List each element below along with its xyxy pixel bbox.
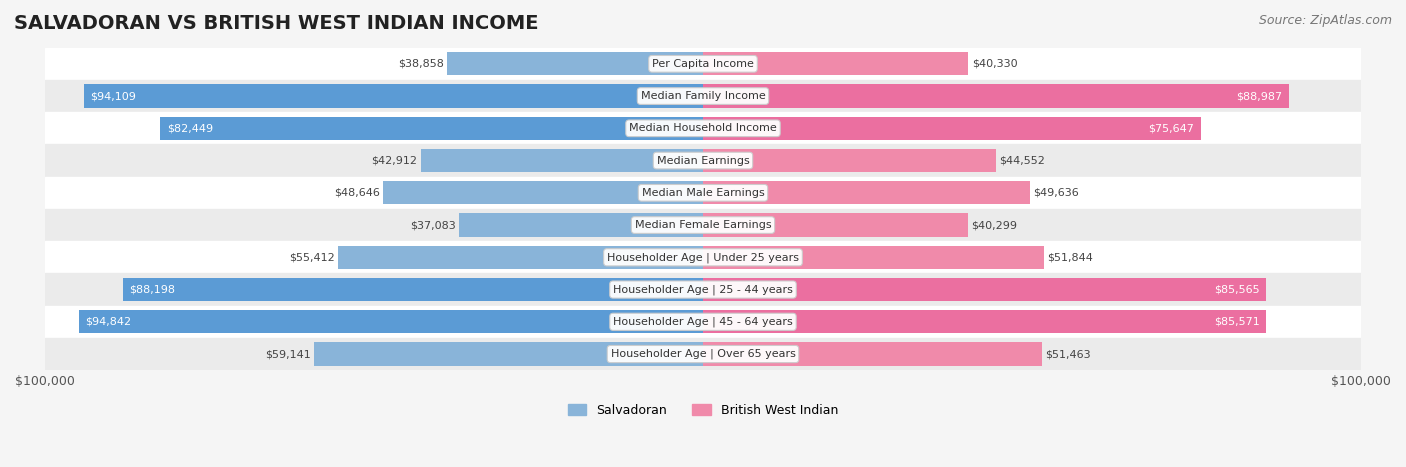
Text: $75,647: $75,647 xyxy=(1149,123,1194,133)
Bar xyxy=(45,274,1361,306)
Text: Median Family Income: Median Family Income xyxy=(641,91,765,101)
Bar xyxy=(703,246,1045,269)
Bar xyxy=(382,181,703,205)
Text: Source: ZipAtlas.com: Source: ZipAtlas.com xyxy=(1258,14,1392,27)
Text: $44,552: $44,552 xyxy=(1000,156,1045,166)
Text: Per Capita Income: Per Capita Income xyxy=(652,59,754,69)
Text: $42,912: $42,912 xyxy=(371,156,418,166)
Text: $94,842: $94,842 xyxy=(86,317,132,327)
Text: $55,412: $55,412 xyxy=(290,252,335,262)
Bar xyxy=(703,149,997,172)
Text: $59,141: $59,141 xyxy=(264,349,311,359)
Bar xyxy=(45,209,1361,241)
Legend: Salvadoran, British West Indian: Salvadoran, British West Indian xyxy=(562,399,844,422)
Text: $82,449: $82,449 xyxy=(167,123,214,133)
Bar xyxy=(45,177,1361,209)
Text: $85,565: $85,565 xyxy=(1213,284,1260,295)
Text: $85,571: $85,571 xyxy=(1213,317,1260,327)
Text: $88,987: $88,987 xyxy=(1236,91,1282,101)
Bar xyxy=(160,117,703,140)
Bar xyxy=(122,278,703,301)
Text: $51,463: $51,463 xyxy=(1045,349,1091,359)
Text: Householder Age | 45 - 64 years: Householder Age | 45 - 64 years xyxy=(613,317,793,327)
Bar xyxy=(45,112,1361,144)
Text: $37,083: $37,083 xyxy=(411,220,456,230)
Bar xyxy=(84,85,703,108)
Bar xyxy=(45,338,1361,370)
Text: $49,636: $49,636 xyxy=(1033,188,1078,198)
Bar xyxy=(45,80,1361,112)
Bar xyxy=(79,310,703,333)
Bar xyxy=(703,117,1201,140)
Bar xyxy=(703,310,1267,333)
Bar xyxy=(703,278,1265,301)
Bar xyxy=(339,246,703,269)
Bar xyxy=(314,342,703,366)
Bar xyxy=(703,213,969,237)
Bar xyxy=(447,52,703,76)
Bar xyxy=(420,149,703,172)
Text: Median Male Earnings: Median Male Earnings xyxy=(641,188,765,198)
Text: Householder Age | Under 25 years: Householder Age | Under 25 years xyxy=(607,252,799,262)
Text: $38,858: $38,858 xyxy=(398,59,444,69)
Bar xyxy=(45,306,1361,338)
Text: Median Household Income: Median Household Income xyxy=(628,123,778,133)
Text: $88,198: $88,198 xyxy=(129,284,176,295)
Bar xyxy=(703,181,1029,205)
Bar xyxy=(703,52,969,76)
Text: $48,646: $48,646 xyxy=(333,188,380,198)
Text: Householder Age | 25 - 44 years: Householder Age | 25 - 44 years xyxy=(613,284,793,295)
Text: $40,330: $40,330 xyxy=(972,59,1018,69)
Bar xyxy=(45,241,1361,274)
Bar xyxy=(45,144,1361,177)
Bar xyxy=(703,85,1288,108)
Text: Median Earnings: Median Earnings xyxy=(657,156,749,166)
Bar xyxy=(458,213,703,237)
Text: Householder Age | Over 65 years: Householder Age | Over 65 years xyxy=(610,349,796,359)
Text: $94,109: $94,109 xyxy=(90,91,136,101)
Bar xyxy=(703,342,1042,366)
Text: $40,299: $40,299 xyxy=(972,220,1018,230)
Text: Median Female Earnings: Median Female Earnings xyxy=(634,220,772,230)
Text: $51,844: $51,844 xyxy=(1047,252,1094,262)
Text: SALVADORAN VS BRITISH WEST INDIAN INCOME: SALVADORAN VS BRITISH WEST INDIAN INCOME xyxy=(14,14,538,33)
Bar xyxy=(45,48,1361,80)
